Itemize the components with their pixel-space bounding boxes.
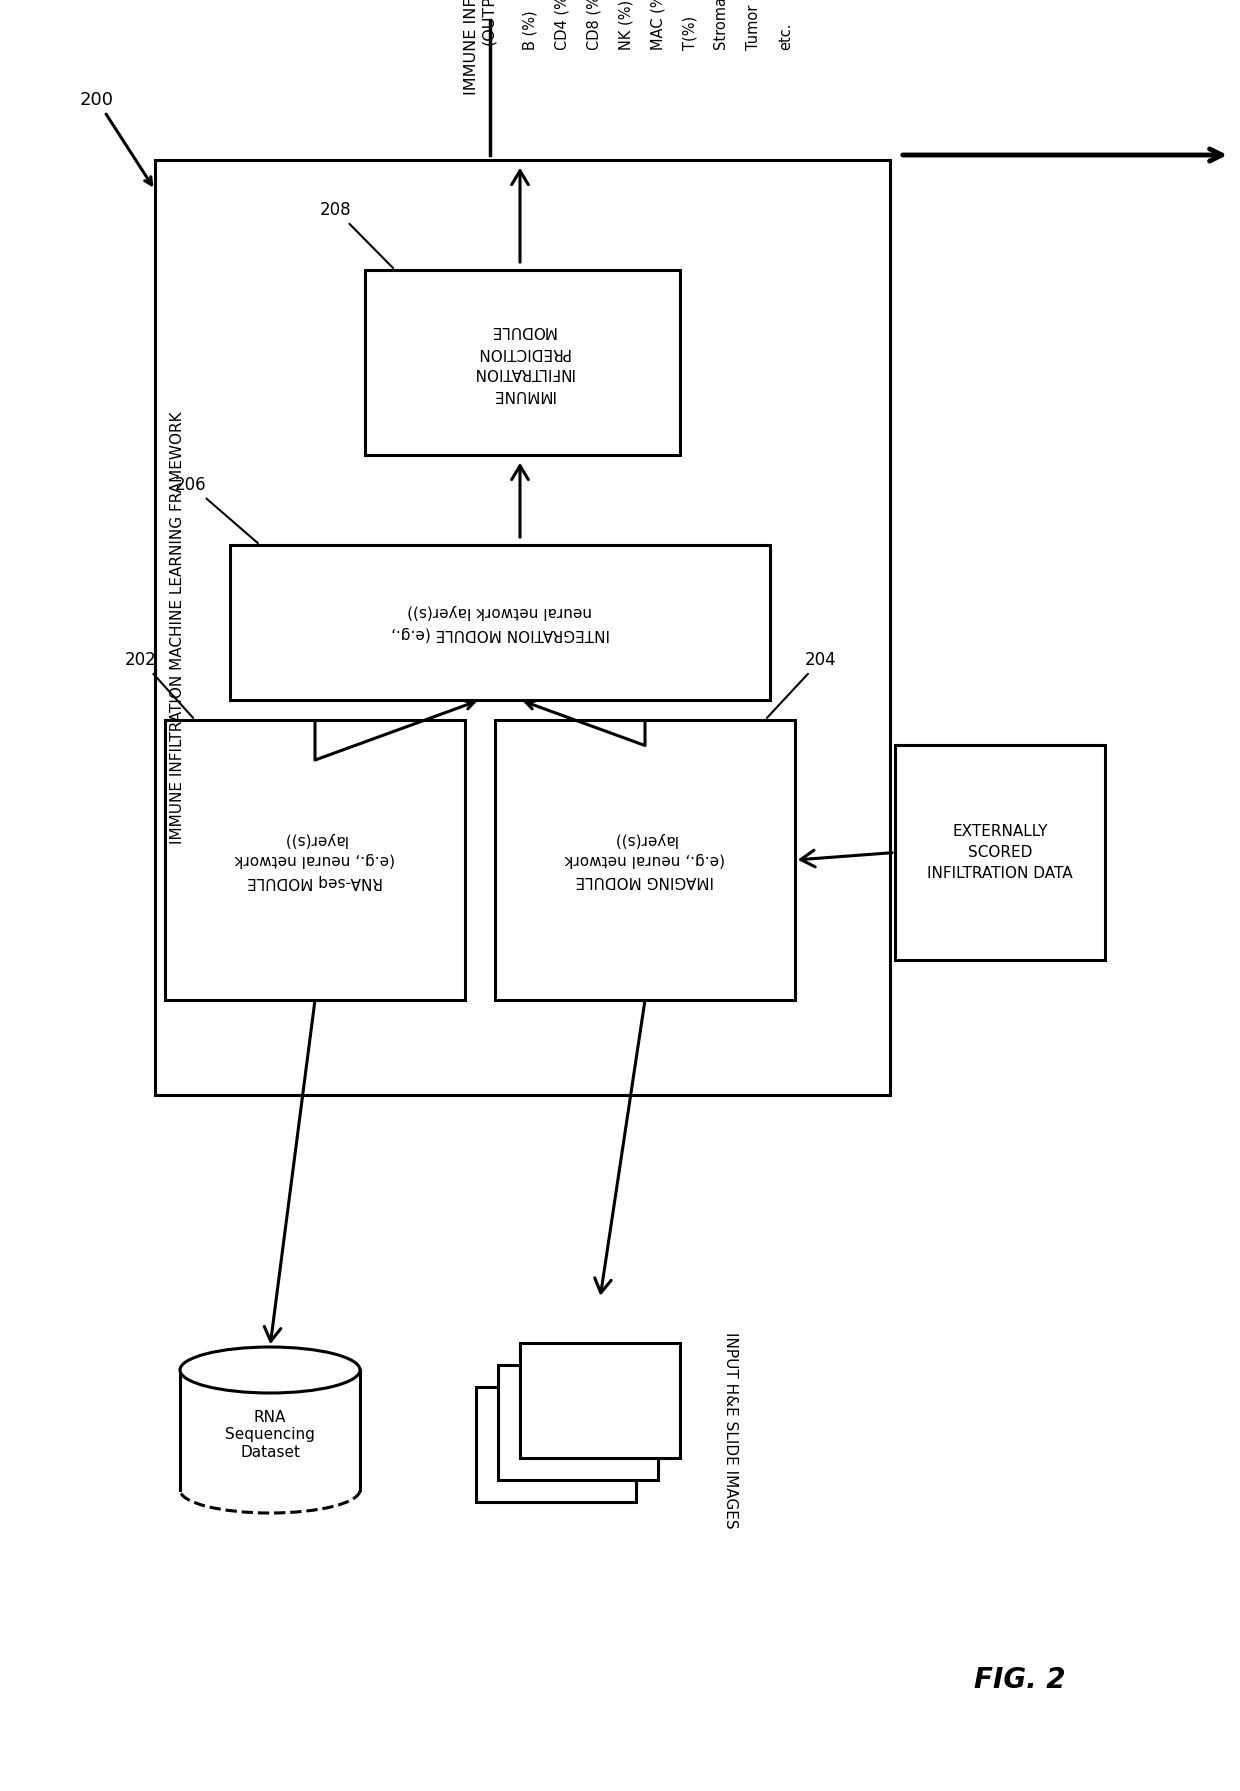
Text: IMAGING MODULE
(e.g., neural network
layer(s)): IMAGING MODULE (e.g., neural network lay… <box>564 831 725 888</box>
Text: RNA
Sequencing
Dataset: RNA Sequencing Dataset <box>226 1410 315 1460</box>
Ellipse shape <box>180 1467 360 1513</box>
Bar <box>476 1386 636 1501</box>
Bar <box>365 270 680 455</box>
Text: CD4 (%): CD4 (%) <box>554 0 569 50</box>
Text: IMMUNE INFILTRATION
(OUTPUT): IMMUNE INFILTRATION (OUTPUT) <box>464 0 496 95</box>
Text: Stromal Cells: Stromal Cells <box>714 0 729 50</box>
Text: FIG. 2: FIG. 2 <box>975 1666 1065 1694</box>
Text: RNA-seq MODULE
(e.g., neural network
layer(s)): RNA-seq MODULE (e.g., neural network lay… <box>234 831 396 888</box>
Text: EXTERNALLY
SCORED
INFILTRATION DATA: EXTERNALLY SCORED INFILTRATION DATA <box>928 824 1073 881</box>
Text: T(%): T(%) <box>682 16 697 50</box>
Text: IMMUNE INFILTRATION MACHINE LEARNING FRAMEWORK: IMMUNE INFILTRATION MACHINE LEARNING FRA… <box>170 412 185 844</box>
Text: Tumor Cells: Tumor Cells <box>746 0 761 50</box>
Text: 204: 204 <box>766 650 837 718</box>
Bar <box>495 720 795 999</box>
Text: CD8 (%): CD8 (%) <box>587 0 601 50</box>
Bar <box>155 159 890 1094</box>
Bar <box>165 720 465 999</box>
Bar <box>520 1343 680 1458</box>
Text: B (%): B (%) <box>522 11 537 50</box>
Text: 202: 202 <box>125 650 193 718</box>
Text: etc.: etc. <box>779 23 794 50</box>
Text: 208: 208 <box>320 201 393 269</box>
Text: INTEGRATION MODULE (e.g.,
neural network layer(s)): INTEGRATION MODULE (e.g., neural network… <box>391 605 610 641</box>
Bar <box>498 1365 658 1479</box>
Bar <box>895 745 1105 960</box>
Text: MAC (%): MAC (%) <box>651 0 666 50</box>
Text: IMMUNE
INFILTRATION
PREDICTION
MODULE: IMMUNE INFILTRATION PREDICTION MODULE <box>471 324 573 401</box>
Bar <box>180 1370 360 1490</box>
Text: 200: 200 <box>81 91 151 184</box>
Ellipse shape <box>180 1347 360 1393</box>
Text: 206: 206 <box>175 476 258 543</box>
Text: INPUT H&E SLIDE IMAGES: INPUT H&E SLIDE IMAGES <box>723 1333 738 1528</box>
Bar <box>229 544 770 700</box>
Text: NK (%): NK (%) <box>619 0 634 50</box>
